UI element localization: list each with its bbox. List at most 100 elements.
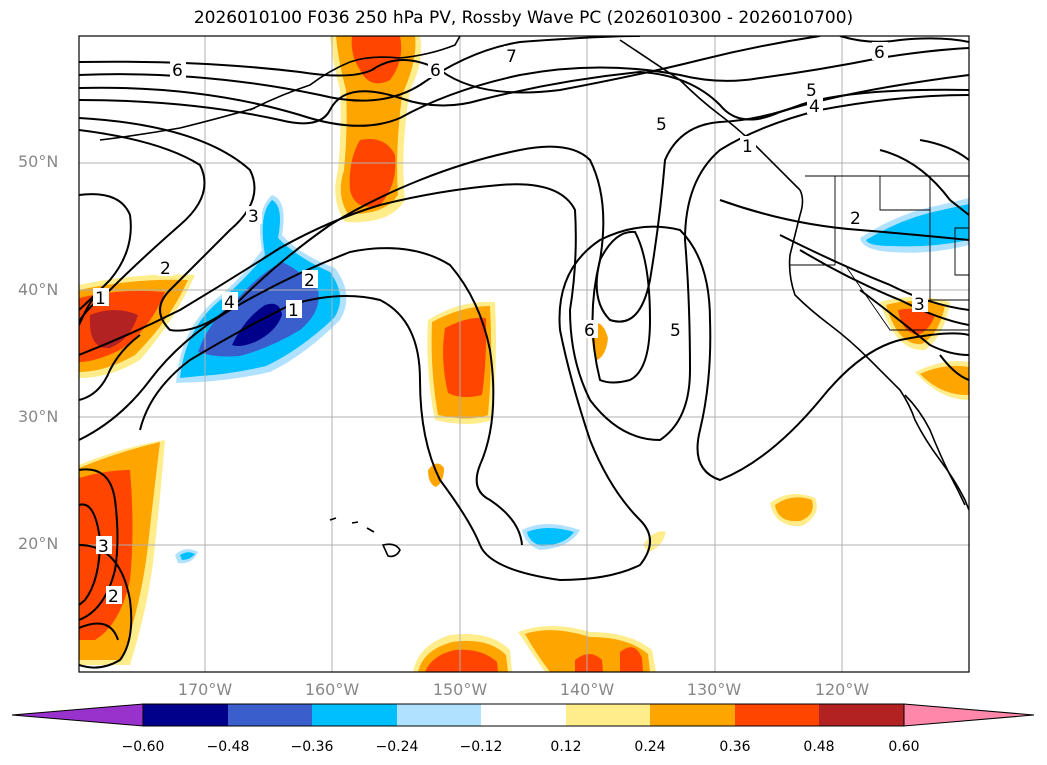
contour-line bbox=[79, 193, 132, 311]
contour-line bbox=[799, 249, 969, 326]
contour-label: 2 bbox=[108, 587, 119, 607]
positive-anomaly bbox=[425, 649, 498, 672]
contour-label: 5 bbox=[806, 81, 817, 101]
state-border bbox=[954, 227, 969, 276]
contour-line bbox=[719, 199, 969, 241]
colorbar-tick: 0.12 bbox=[550, 739, 582, 755]
state-border bbox=[879, 176, 930, 211]
contour-label: 6 bbox=[584, 321, 595, 341]
contour-line bbox=[79, 334, 141, 401]
contour-label: 4 bbox=[224, 293, 235, 313]
contour-line bbox=[919, 139, 969, 161]
gridlines bbox=[79, 36, 969, 672]
alaska-coastline bbox=[249, 36, 461, 111]
pv-shading bbox=[79, 36, 969, 672]
lat-label-30n: 30°N bbox=[18, 407, 59, 426]
contour-label: 5 bbox=[656, 115, 667, 135]
contour-line bbox=[79, 544, 133, 669]
negative-anomaly bbox=[866, 204, 969, 247]
contour-line bbox=[779, 234, 969, 311]
contour-label: 3 bbox=[248, 207, 259, 227]
aleutian-islands bbox=[99, 107, 256, 141]
contour-label: 2 bbox=[850, 209, 861, 229]
contour-line bbox=[879, 149, 969, 216]
baja-coast bbox=[904, 394, 966, 506]
lat-label-50n: 50°N bbox=[18, 152, 59, 171]
state-border bbox=[929, 176, 969, 301]
negative-anomaly bbox=[232, 303, 282, 346]
colorbar-frame bbox=[142, 703, 905, 727]
positive-anomaly bbox=[349, 139, 396, 207]
colorbar-bin bbox=[397, 704, 481, 726]
colorbar-tick: 0.48 bbox=[803, 739, 835, 755]
colorbar-extend-low bbox=[11, 703, 144, 727]
colorbar-tick: −0.48 bbox=[206, 739, 250, 755]
contour-label: 3 bbox=[914, 295, 925, 315]
positive-anomaly bbox=[775, 497, 813, 522]
contour-label: 1 bbox=[742, 137, 753, 157]
colorbar-tick: −0.60 bbox=[121, 739, 165, 755]
colorbar-bin bbox=[566, 704, 650, 726]
contour-label: 7 bbox=[506, 47, 517, 67]
contour-label: 5 bbox=[670, 321, 681, 341]
west-coast bbox=[788, 189, 969, 511]
borders bbox=[790, 175, 969, 331]
contour-line bbox=[859, 289, 969, 356]
alaska-panhandle bbox=[619, 39, 801, 191]
positive-anomaly bbox=[443, 317, 487, 398]
colorbar-bin bbox=[143, 704, 228, 726]
colorbar-tick: −0.24 bbox=[375, 739, 419, 755]
lat-label-40n: 40°N bbox=[18, 280, 59, 299]
positive-anomaly bbox=[351, 36, 402, 84]
contour-labels: 6 7 6 6 5 4 5 1 3 2 1 4 2 1 bbox=[93, 42, 928, 607]
contour-label: 3 bbox=[98, 537, 109, 557]
lon-label-170w: 170°W bbox=[177, 680, 233, 699]
contour-line bbox=[839, 36, 969, 43]
lon-label-130w: 130°W bbox=[686, 680, 742, 699]
contour-line bbox=[939, 354, 969, 381]
contour-line bbox=[79, 622, 119, 641]
contour-label: 1 bbox=[288, 301, 299, 321]
negative-anomaly bbox=[180, 552, 195, 560]
contour-line bbox=[79, 468, 119, 621]
colorbar-tick: 0.24 bbox=[634, 739, 666, 755]
contour-line bbox=[79, 47, 969, 127]
state-border bbox=[844, 264, 969, 331]
positive-anomaly bbox=[575, 654, 603, 672]
contour-label: 1 bbox=[95, 289, 106, 309]
contour-line bbox=[591, 230, 652, 384]
map-area: 6 7 6 6 5 4 5 1 3 2 1 4 2 1 bbox=[79, 36, 969, 672]
colorbar-tick: 0.60 bbox=[888, 739, 920, 755]
colorbar bbox=[11, 703, 1035, 727]
contour-label: 4 bbox=[809, 97, 820, 117]
map-frame bbox=[78, 35, 970, 673]
contour-line bbox=[79, 88, 969, 332]
contour-line bbox=[79, 36, 641, 102]
state-border bbox=[790, 176, 836, 266]
colorbar-bin bbox=[650, 704, 735, 726]
positive-anomaly bbox=[898, 308, 935, 335]
colorbar-tick: 0.36 bbox=[719, 739, 751, 755]
colorbar-extend-high bbox=[903, 703, 1035, 727]
contour-label: 6 bbox=[172, 61, 183, 81]
positive-anomaly bbox=[643, 531, 666, 552]
negative-anomaly bbox=[198, 262, 319, 357]
lon-label-120w: 120°W bbox=[814, 680, 870, 699]
colorbar-bin bbox=[228, 704, 312, 726]
lon-label-160w: 160°W bbox=[304, 680, 360, 699]
hawaii-island bbox=[381, 543, 401, 558]
contour-label: 6 bbox=[430, 61, 441, 81]
lon-label-150w: 150°W bbox=[432, 680, 488, 699]
contour-line bbox=[79, 247, 523, 546]
colorbar-bin bbox=[481, 704, 566, 726]
contour-line bbox=[79, 70, 969, 125]
contour-label: 2 bbox=[304, 271, 315, 291]
colorbar-tick: −0.36 bbox=[290, 739, 334, 755]
contour-line bbox=[139, 225, 969, 582]
lat-label-20n: 20°N bbox=[18, 534, 59, 553]
contour-label: 2 bbox=[160, 259, 171, 279]
contour-label: 6 bbox=[874, 43, 885, 63]
colorbar-tick: −0.12 bbox=[459, 739, 503, 755]
colorbar-bin bbox=[819, 704, 904, 726]
